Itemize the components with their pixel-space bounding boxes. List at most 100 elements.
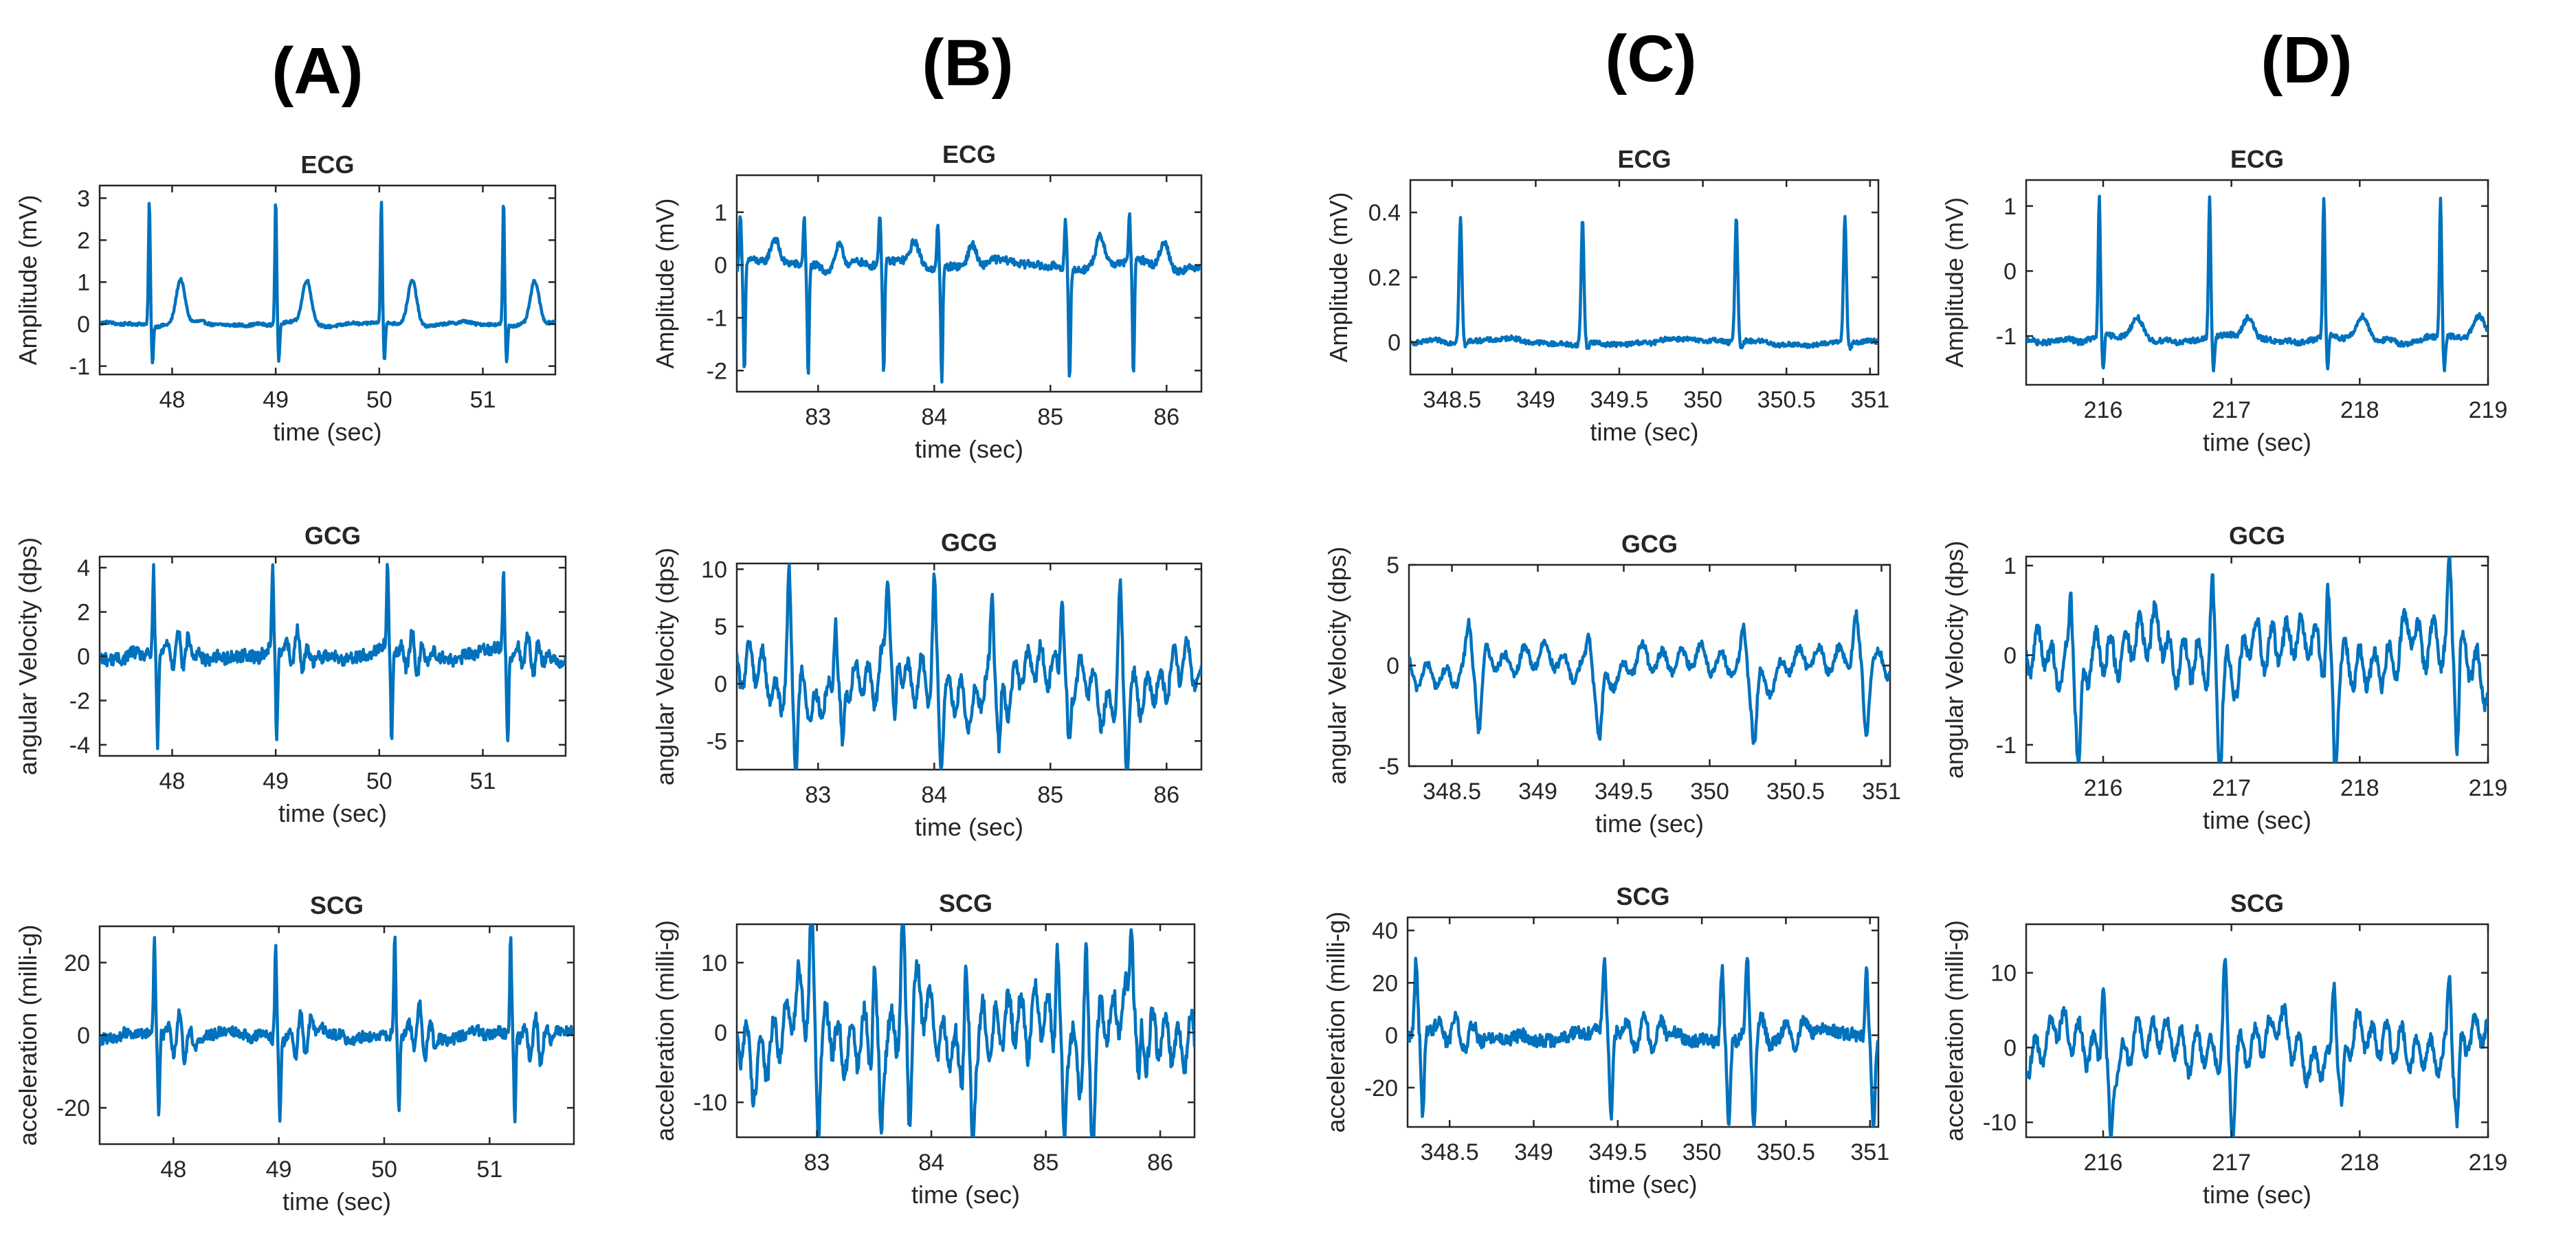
x-axis-label: time (sec): [1590, 418, 1698, 446]
panel-scg-1: 83 84 85 86 -10 0 10 SCG time (sec) acceleration …: [651, 889, 1196, 1209]
x-axis-label: time (sec): [273, 418, 381, 446]
x-tick-label: 350: [1690, 779, 1729, 805]
y-tick-label: 0.2: [1368, 265, 1401, 291]
signal-trace: [2026, 557, 2488, 763]
y-tick-label: 1: [2003, 553, 2017, 579]
x-tick-label: 48: [159, 768, 186, 794]
panel-gcg-1: 83 84 85 86 -5 0 5 10 GCG time (sec) angular Veloc…: [651, 528, 1203, 841]
x-tick-label: 349: [1514, 1139, 1553, 1165]
x-tick-label: 217: [2212, 775, 2251, 801]
x-axis-label: time (sec): [1595, 809, 1704, 838]
signal-trace: [1409, 609, 1890, 746]
x-tick-label: 49: [263, 768, 289, 794]
panel-scg-0: 48 49 50 51 -20 0 20 SCG time (sec) acceleration …: [14, 891, 575, 1216]
panel-gcg-0: 48 49 50 51 -4 -2 0 2 4 GCG time (sec) angular Velo…: [14, 522, 567, 827]
x-tick-label: 219: [2469, 397, 2508, 423]
y-tick-label: -1: [707, 305, 727, 331]
axes-box: [2025, 179, 2489, 386]
y-tick-label: -2: [707, 358, 727, 384]
x-tick-label: 349.5: [1595, 779, 1653, 805]
x-tick-label: 48: [159, 387, 186, 413]
y-tick-label: 0: [714, 253, 727, 279]
y-tick-label: -1: [69, 354, 90, 380]
y-tick-label: -10: [1983, 1110, 2017, 1136]
x-tick-label: 85: [1033, 1150, 1059, 1176]
x-tick-label: 218: [2340, 775, 2379, 801]
y-axis-label: angular Velocity (dps): [1323, 546, 1351, 784]
signal-trace: [2026, 194, 2488, 372]
y-tick-label: -5: [1379, 754, 1399, 780]
y-axis-label: acceleration (milli-g): [1322, 911, 1350, 1132]
x-tick-label: 216: [2084, 397, 2123, 423]
y-tick-label: 20: [64, 950, 90, 976]
x-axis-label: time (sec): [278, 799, 387, 827]
x-axis-label: time (sec): [2203, 806, 2311, 834]
y-tick-label: 0: [77, 1023, 90, 1049]
y-tick-label: 1: [2003, 194, 2017, 220]
x-tick-label: 349.5: [1590, 387, 1648, 413]
axes-box: [735, 562, 1203, 771]
x-tick-label: 51: [470, 768, 496, 794]
y-axis-label: Amplitude (mV): [14, 194, 42, 365]
panel-gcg-2: 348.5 349 349.5 350 350.5 351 -5 0 5 GCG time (sec…: [1323, 530, 1901, 838]
signal-trace: [100, 935, 574, 1123]
x-tick-label: 218: [2340, 1150, 2379, 1176]
x-tick-label: 83: [805, 404, 831, 430]
column-label-d: (D): [2261, 23, 2352, 97]
panel-title: SCG: [310, 891, 364, 919]
y-tick-label: 0: [2003, 258, 2017, 284]
y-axis-label: Amplitude (mV): [651, 198, 679, 368]
panel-title: ECG: [1617, 145, 1671, 173]
x-tick-label: 216: [2084, 1150, 2123, 1176]
panel-scg-3: 216 217 218 219 -10 0 10 SCG time (sec) accelerat…: [1940, 889, 2507, 1209]
panel-title: GCG: [1621, 530, 1678, 558]
panel-title: ECG: [942, 140, 996, 168]
x-tick-label: 48: [160, 1156, 186, 1183]
signal-trace: [100, 201, 555, 365]
y-tick-label: 3: [77, 186, 90, 212]
y-axis-label: Amplitude (mV): [1324, 192, 1353, 362]
x-tick-label: 216: [2084, 775, 2123, 801]
y-tick-label: 0: [77, 644, 90, 670]
y-tick-label: 20: [1372, 970, 1398, 996]
y-tick-label: 10: [1990, 961, 2017, 987]
panel-ecg-3: 216 217 218 219 -1 0 1 ECG time (sec) Amplitude (…: [1940, 145, 2507, 456]
y-tick-label: 0.4: [1368, 200, 1401, 226]
panel-title: SCG: [2230, 889, 2284, 917]
y-tick-label: 4: [77, 555, 90, 581]
x-tick-label: 50: [366, 387, 392, 413]
y-tick-label: 0: [1386, 653, 1399, 680]
x-tick-label: 51: [476, 1156, 502, 1183]
panel-title: GCG: [941, 528, 997, 557]
axes-box: [735, 174, 1203, 393]
y-axis-label: angular Velocity (dps): [1940, 541, 1968, 779]
y-tick-label: -2: [69, 688, 90, 714]
panel-ecg-1: 83 84 85 86 -2 -1 0 1 ECG time (sec) Amplitude (mV…: [651, 140, 1203, 463]
x-axis-label: time (sec): [915, 813, 1023, 841]
x-tick-label: 85: [1037, 782, 1063, 808]
panel-title: GCG: [304, 522, 361, 550]
x-tick-label: 83: [805, 782, 831, 808]
x-axis-label: time (sec): [2203, 428, 2311, 456]
x-tick-label: 348.5: [1423, 779, 1481, 805]
panel-title: ECG: [300, 150, 354, 179]
axes-box: [98, 184, 557, 376]
y-tick-label: 5: [1386, 552, 1399, 579]
y-tick-label: 0: [714, 671, 727, 697]
signal-trace: [737, 924, 1195, 1137]
signal-trace: [1408, 957, 1878, 1127]
y-tick-label: 0: [1388, 330, 1401, 356]
x-tick-label: 351: [1862, 779, 1901, 805]
x-axis-label: time (sec): [911, 1181, 1020, 1209]
x-axis-label: time (sec): [2203, 1181, 2311, 1209]
y-tick-label: 2: [77, 227, 90, 254]
y-tick-label: -20: [1364, 1075, 1398, 1102]
x-tick-label: 350: [1683, 1139, 1722, 1165]
y-tick-label: 0: [714, 1020, 727, 1047]
panel-title: SCG: [939, 889, 992, 917]
y-axis-label: angular Velocity (dps): [14, 537, 42, 775]
x-tick-label: 351: [1850, 1139, 1889, 1165]
y-tick-label: -1: [1996, 324, 2017, 350]
